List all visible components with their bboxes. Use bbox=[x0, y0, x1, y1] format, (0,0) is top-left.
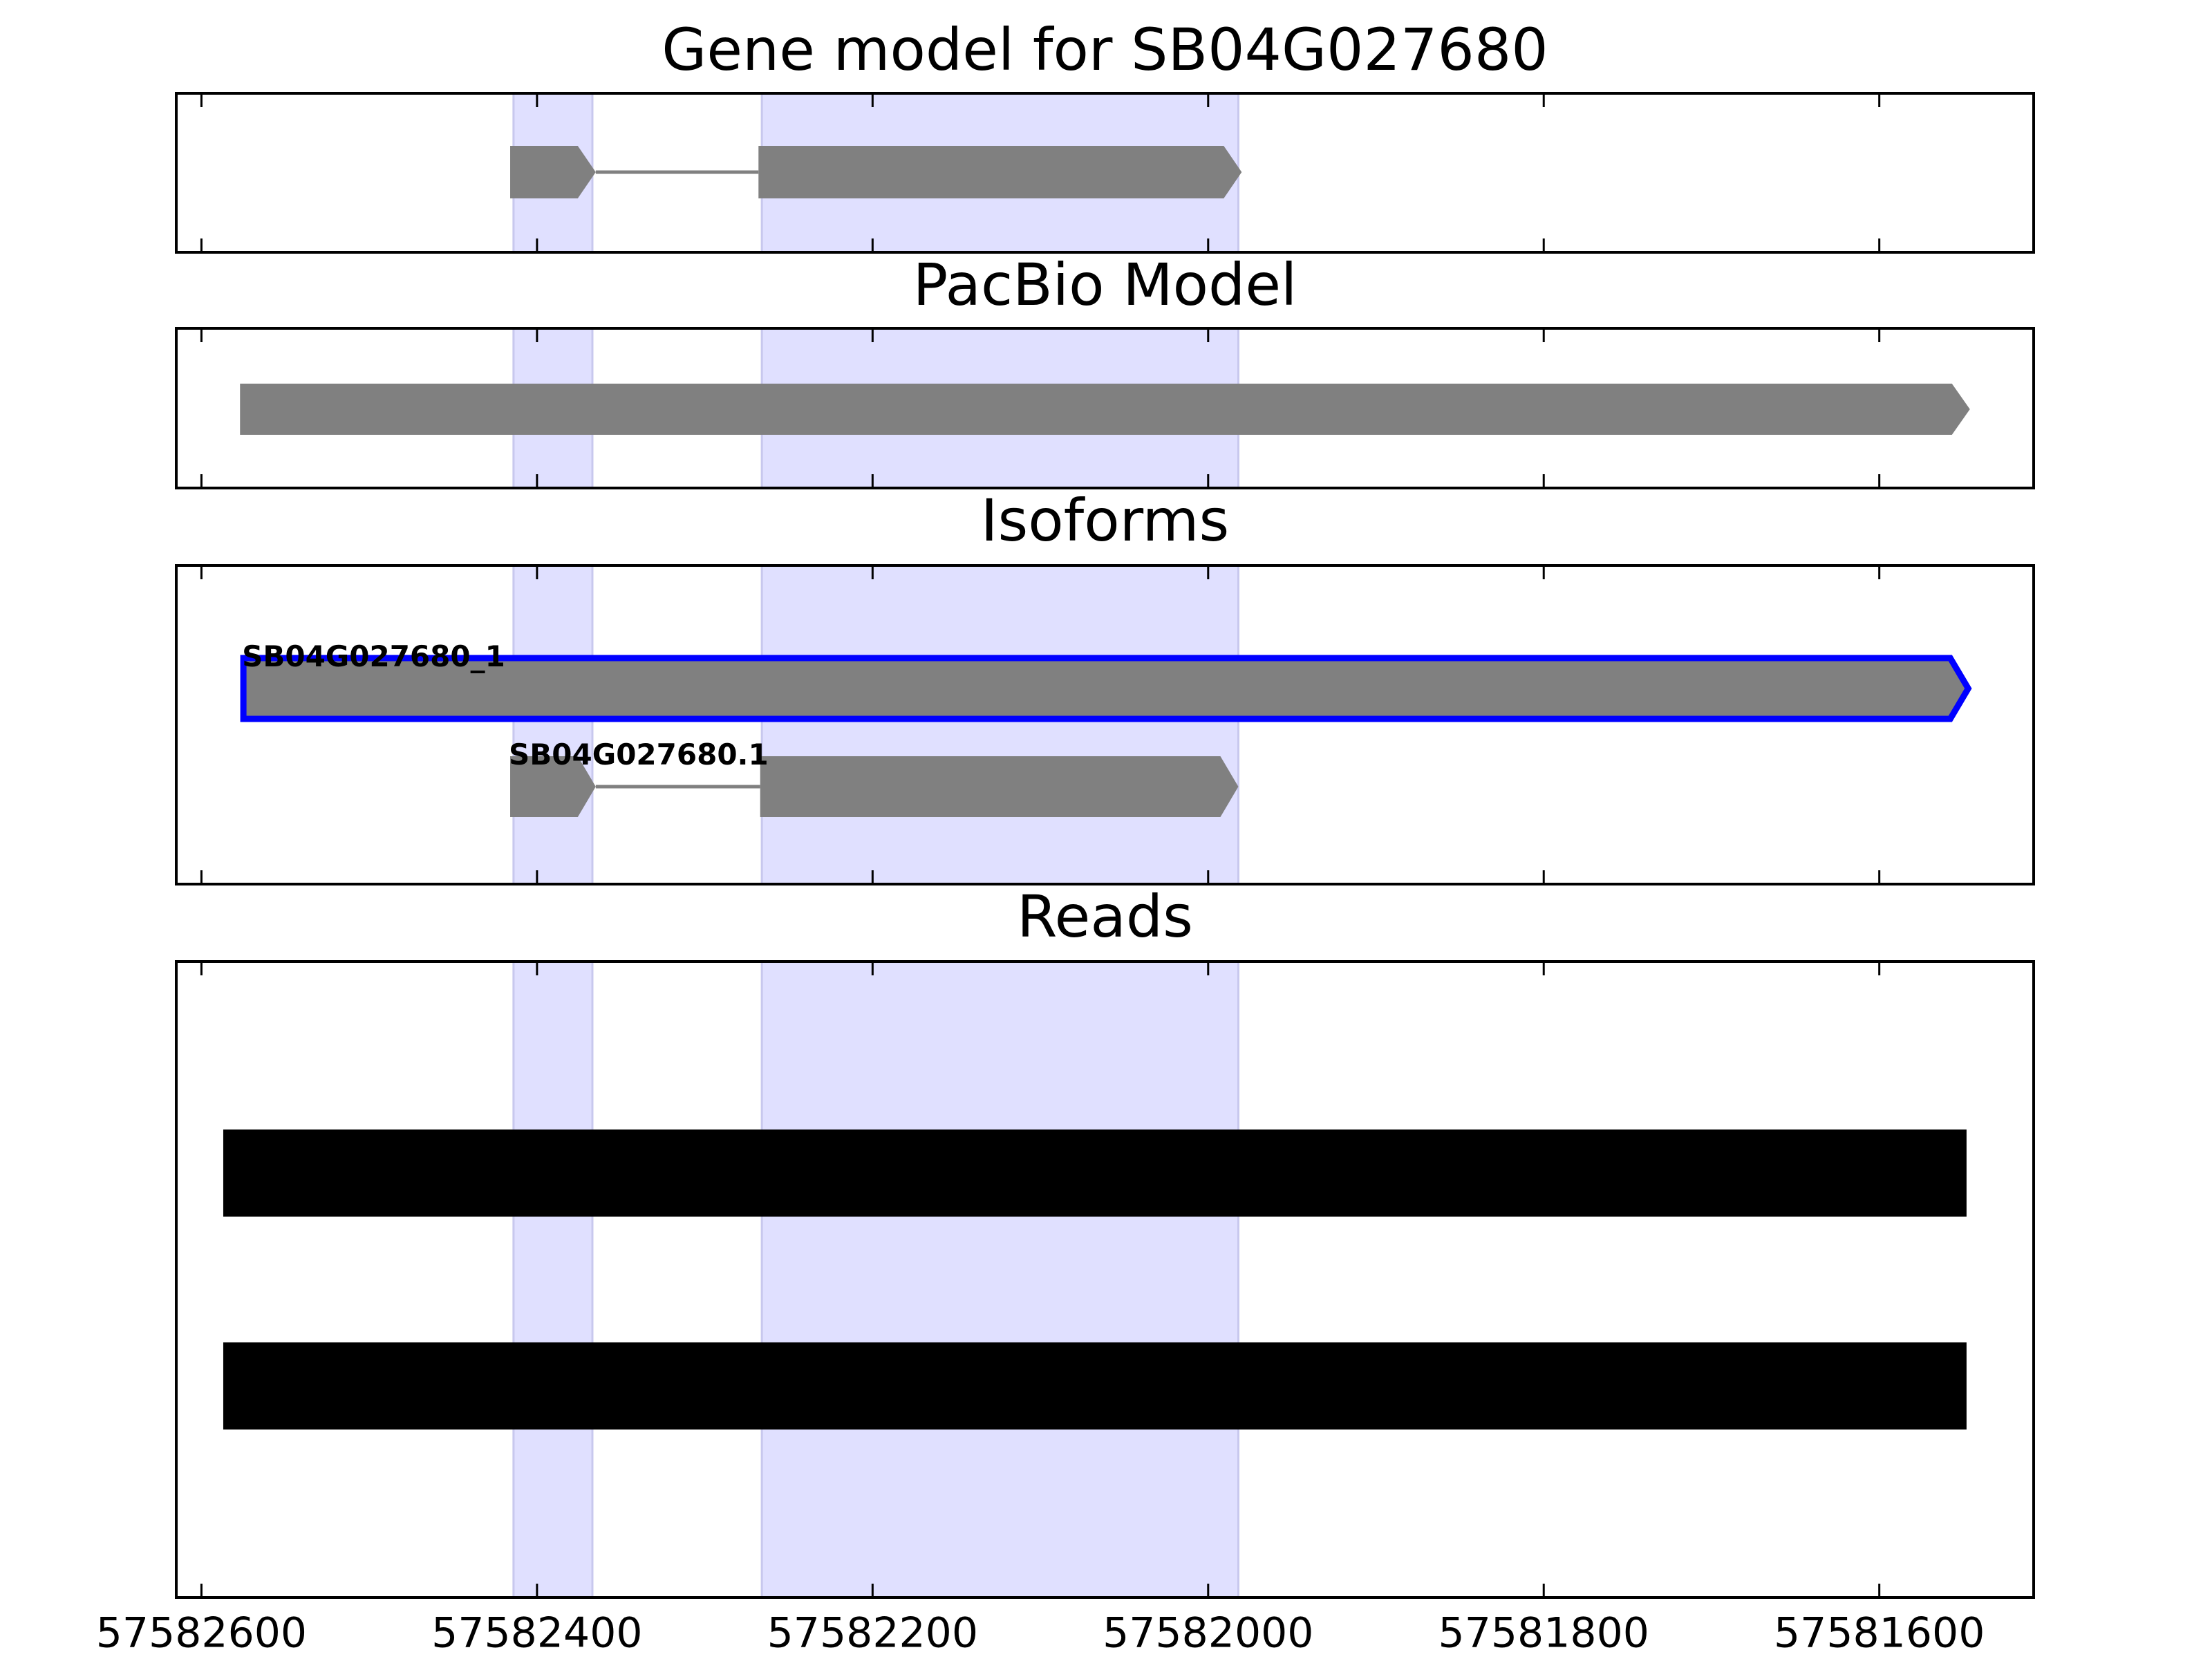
x-tick-label: 57581600 bbox=[1774, 1609, 1985, 1658]
highlight bbox=[760, 960, 1239, 1599]
exon bbox=[240, 384, 1970, 435]
exon bbox=[758, 146, 1242, 198]
panel-frame bbox=[175, 92, 2035, 254]
panel-frame bbox=[175, 960, 2035, 1599]
exon bbox=[240, 655, 1972, 722]
panel-title: Gene model for SB04G027680 bbox=[662, 16, 1548, 84]
x-tick-label: 57581800 bbox=[1438, 1609, 1649, 1658]
panel-title: Isoforms bbox=[981, 487, 1230, 554]
x-tick-label: 57582600 bbox=[96, 1609, 307, 1658]
panel-title: Reads bbox=[1017, 883, 1193, 950]
highlight bbox=[512, 564, 594, 885]
highlight bbox=[512, 960, 594, 1599]
exon bbox=[760, 756, 1239, 817]
panel-frame bbox=[175, 327, 2035, 489]
exon bbox=[223, 1342, 1967, 1430]
feature-label: SB04G027680_1 bbox=[242, 639, 505, 673]
x-tick-label: 57582400 bbox=[431, 1609, 642, 1658]
exon bbox=[510, 756, 596, 817]
highlight bbox=[760, 564, 1239, 885]
panel-title: PacBio Model bbox=[913, 251, 1297, 319]
panel-frame bbox=[175, 564, 2035, 885]
exon bbox=[223, 1130, 1967, 1217]
x-tick-label: 57582000 bbox=[1103, 1609, 1313, 1658]
feature-label: SB04G027680.1 bbox=[509, 738, 769, 771]
exon bbox=[510, 146, 596, 198]
x-tick-label: 57582200 bbox=[767, 1609, 978, 1658]
